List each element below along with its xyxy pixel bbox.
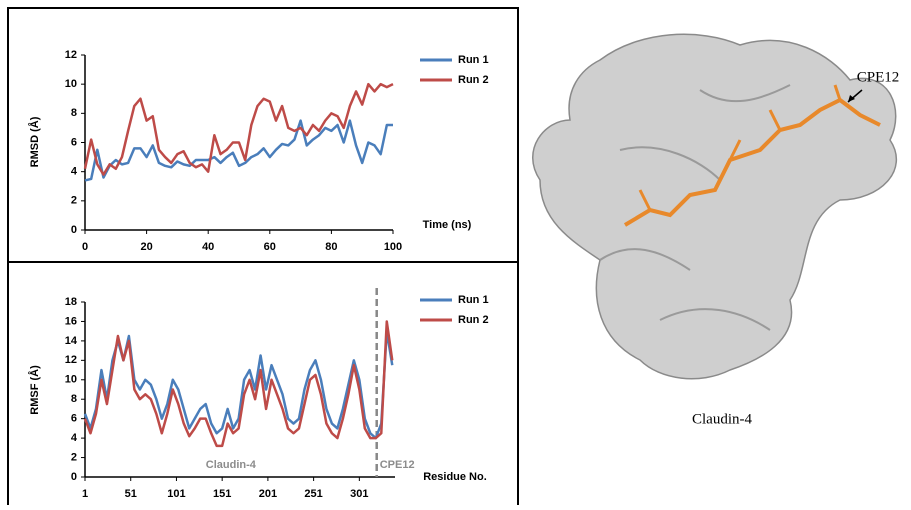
x-tick-label: 80	[325, 241, 337, 253]
y-tick-label: 2	[71, 451, 77, 463]
x-tick-label: 201	[259, 488, 277, 500]
y-tick-label: 6	[71, 413, 77, 425]
y-tick-label: 6	[71, 136, 77, 148]
y-tick-label: 16	[65, 315, 77, 327]
y-tick-label: 8	[71, 393, 77, 405]
legend-label: Run 2	[458, 74, 489, 86]
data-line	[83, 329, 394, 440]
y-tick-label: 12	[65, 49, 77, 61]
image-label: Claudin-4	[692, 411, 752, 427]
region-label: CPE12	[380, 459, 415, 471]
y-tick-label: 2	[71, 195, 77, 207]
y-axis-label: RMSD (Å)	[28, 116, 41, 167]
y-tick-label: 8	[71, 107, 77, 119]
data-line	[84, 119, 393, 182]
y-tick-label: 14	[65, 335, 78, 347]
x-tick-label: 20	[140, 241, 152, 253]
y-tick-label: 10	[65, 78, 77, 90]
x-tick-label: 251	[304, 488, 322, 500]
x-tick-label: 60	[264, 241, 276, 253]
y-tick-label: 4	[71, 432, 78, 444]
x-tick-label: 1	[82, 488, 88, 500]
x-tick-label: 100	[384, 241, 402, 253]
x-tick-label: 301	[350, 488, 368, 500]
x-tick-label: 101	[167, 488, 185, 500]
x-tick-label: 0	[82, 241, 88, 253]
data-line	[83, 82, 394, 176]
y-tick-label: 0	[71, 224, 77, 236]
image-label: CPE12	[857, 69, 900, 85]
x-tick-label: 40	[202, 241, 214, 253]
y-tick-label: 12	[65, 354, 77, 366]
x-axis-label: Residue No.	[423, 471, 487, 483]
y-tick-label: 0	[71, 471, 77, 483]
y-tick-label: 10	[65, 374, 77, 386]
legend-label: Run 1	[458, 54, 489, 66]
y-axis-label: RMSF (Å)	[28, 365, 41, 415]
x-tick-label: 151	[213, 488, 231, 500]
y-tick-label: 18	[65, 296, 77, 308]
x-tick-label: 51	[125, 488, 137, 500]
protein-image	[532, 33, 897, 380]
legend-label: Run 2	[458, 314, 489, 326]
region-label: Claudin-4	[206, 459, 257, 471]
y-tick-label: 4	[71, 166, 78, 178]
data-line	[83, 320, 394, 448]
legend-label: Run 1	[458, 294, 489, 306]
x-axis-label: Time (ns)	[423, 219, 472, 231]
